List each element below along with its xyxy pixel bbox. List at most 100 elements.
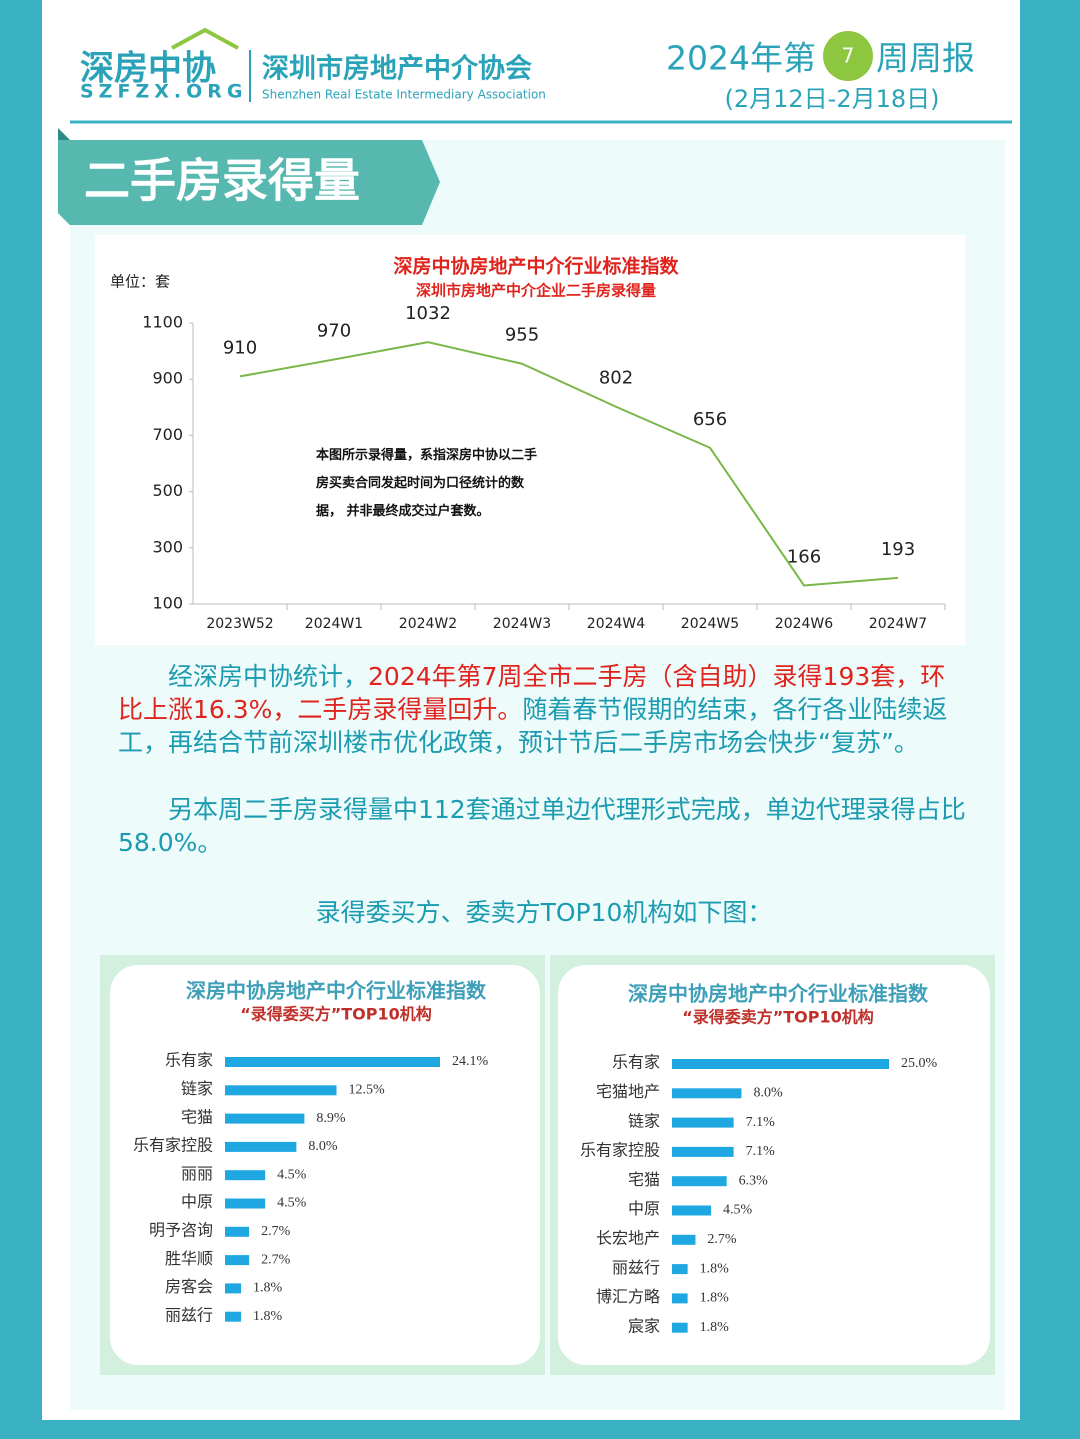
category-label: 乐有家 <box>165 1052 213 1070</box>
data-label: 955 <box>505 325 539 346</box>
highlight: 2024年第7周全市二手房（含自助）录得193套，环比上涨16.3%，二手房录得… <box>118 662 946 724</box>
data-label: 970 <box>317 321 351 342</box>
data-label: 1.8% <box>700 1261 730 1276</box>
bar <box>225 1141 297 1152</box>
y-tick-label: 1100 <box>142 313 183 332</box>
org-name-en: Shenzhen Real Estate Intermediary Associ… <box>262 88 546 102</box>
data-label: 2.7% <box>707 1232 737 1247</box>
category-label: 房客会 <box>165 1278 213 1296</box>
bar <box>225 1170 266 1181</box>
data-label: 910 <box>223 337 257 358</box>
category-label: 丽兹行 <box>165 1306 213 1324</box>
bar <box>225 1113 305 1124</box>
y-tick-label: 100 <box>152 594 183 613</box>
data-label: 166 <box>787 546 821 567</box>
category-label: 中原 <box>628 1200 660 1218</box>
data-label: 2.7% <box>261 1224 291 1239</box>
report-suffix: 周周报 <box>876 39 975 78</box>
x-tick-label: 2024W3 <box>493 616 551 632</box>
category-label: 宸家 <box>628 1317 660 1335</box>
annotation: 本图所示录得量，系指深房中协以二手房买卖合同发起时间为口径统计的数据， 并非最终… <box>316 448 538 519</box>
category-label: 乐有家控股 <box>580 1142 660 1160</box>
text: 随着春节假期的结束，各行各业陆续返工，再结合节前深圳楼市优化政策，预计节后二手房… <box>118 695 948 757</box>
unit-label: 单位：套 <box>110 273 170 291</box>
x-tick-label: 2024W7 <box>869 616 927 632</box>
data-label: 6.3% <box>739 1173 769 1188</box>
x-tick-label: 2024W1 <box>305 616 363 632</box>
logo-roof <box>171 27 239 50</box>
bar-chart-card <box>110 965 540 1365</box>
bar <box>672 1146 734 1157</box>
chart-title: 深房中协房地产中介行业标准指数 <box>628 982 929 1006</box>
caption: 录得委买方、委卖方TOP10机构如下图： <box>315 898 773 927</box>
bar <box>672 1117 734 1128</box>
section-title: 二手房录得量 <box>84 154 360 208</box>
data-label: 24.1% <box>452 1054 489 1069</box>
report-prefix: 2024年第 <box>666 39 816 78</box>
category-label: 宅猫 <box>181 1108 213 1126</box>
bar <box>672 1264 688 1275</box>
x-tick-label: 2023W52 <box>206 616 273 632</box>
data-label: 802 <box>599 368 633 389</box>
data-label: 656 <box>693 409 727 430</box>
bar <box>225 1255 250 1266</box>
chart-subtitle: 深圳市房地产中介企业二手房录得量 <box>416 282 656 300</box>
line-chart-bg <box>95 235 965 645</box>
category-label: 胜华顺 <box>165 1250 213 1268</box>
data-label: 25.0% <box>901 1056 938 1071</box>
data-label: 7.1% <box>746 1144 776 1159</box>
bar <box>672 1088 742 1099</box>
data-label: 8.9% <box>316 1111 346 1126</box>
bar <box>672 1293 688 1304</box>
x-tick-label: 2024W4 <box>587 616 645 632</box>
bar <box>672 1234 696 1245</box>
data-label: 12.5% <box>349 1083 386 1098</box>
line-series <box>239 341 899 587</box>
banner <box>58 140 440 225</box>
data-label: 1.8% <box>253 1281 283 1296</box>
week-number: 7 <box>842 44 855 68</box>
org-name: 深圳市房地产中介协会 <box>262 53 532 85</box>
bar <box>672 1322 688 1333</box>
x-tick-label: 2024W6 <box>775 616 833 632</box>
category-label: 宅猫 <box>628 1171 660 1189</box>
chart-title: 深房中协房地产中介行业标准指数 <box>393 255 679 278</box>
data-label: 1.8% <box>700 1320 730 1335</box>
bar <box>225 1311 242 1322</box>
logo: 深房中协 <box>80 49 216 89</box>
text: 经深房中协统计， <box>168 662 369 691</box>
x-tick-label: 2024W5 <box>681 616 739 632</box>
x-tick-label: 2024W2 <box>399 616 457 632</box>
y-tick-label: 300 <box>152 537 183 556</box>
category-label: 中原 <box>181 1193 213 1211</box>
category-label: 长宏地产 <box>596 1229 660 1247</box>
data-label: 1.8% <box>253 1309 283 1324</box>
data-label: 4.5% <box>277 1167 307 1182</box>
category-label: 乐有家 <box>612 1054 660 1072</box>
week-badge <box>823 31 873 81</box>
chart-subtitle: “录得委买方”TOP10机构 <box>240 1005 432 1024</box>
bar <box>672 1176 727 1187</box>
text: 另本周二手房录得量中112套通过单边代理形式完成，单边代理录得占比58.0%。 <box>118 795 966 857</box>
logo-url: SZFZX.ORG <box>80 81 247 103</box>
bar <box>672 1059 889 1069</box>
category-label: 宅猫地产 <box>596 1083 660 1101</box>
data-label: 4.5% <box>277 1196 307 1211</box>
bar <box>225 1198 266 1209</box>
category-label: 明予咨询 <box>149 1221 213 1239</box>
category-label: 丽丽 <box>181 1166 213 1183</box>
data-label: 193 <box>881 539 915 560</box>
chart-title: 深房中协房地产中介行业标准指数 <box>186 979 487 1003</box>
category-label: 博汇方略 <box>596 1288 660 1306</box>
data-label: 7.1% <box>746 1115 776 1130</box>
data-label: 1.8% <box>700 1291 730 1306</box>
y-tick-label: 700 <box>152 425 183 444</box>
y-tick-label: 900 <box>152 369 183 388</box>
category-label: 乐有家控股 <box>133 1137 213 1155</box>
bar <box>225 1283 242 1294</box>
chart-subtitle: “录得委卖方”TOP10机构 <box>682 1008 874 1027</box>
paragraph: 经深房中协统计，2024年第7周全市二手房（含自助）录得193套，环比上涨16.… <box>118 660 970 759</box>
category-label: 链家 <box>628 1112 660 1130</box>
